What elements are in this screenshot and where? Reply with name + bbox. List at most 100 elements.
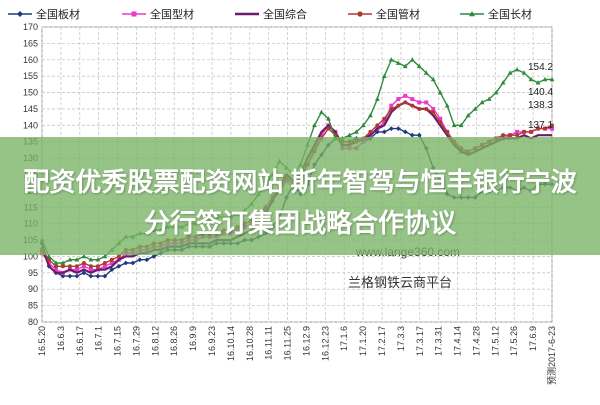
data-point [81,261,86,265]
data-point [521,70,527,75]
y-tick-label: 165 [23,38,38,48]
x-tick-label: 16.7.1 [94,326,104,351]
data-point [402,129,408,135]
y-tick-label: 150 [23,88,38,98]
data-point [431,106,436,111]
data-point [46,253,52,259]
data-point [382,120,387,125]
data-point [472,106,478,111]
data-point [81,270,87,276]
data-point [151,254,157,259]
x-tick-label: 17.3.31 [434,326,444,356]
x-tick-label: 16.8.26 [169,326,179,356]
y-tick-label: 95 [28,268,38,278]
legend-item-4: 全国管材 [348,7,420,21]
data-point [46,257,51,262]
data-point [53,260,59,265]
data-point [388,126,394,132]
x-tick-label: 16.7.29 [131,326,141,356]
data-point [403,93,408,98]
data-point [95,257,101,262]
banner-headline-line-2: 分行签订集团战略合作协议 [143,208,456,238]
x-tick-label: 16.6.17 [75,326,85,356]
data-point [74,264,79,269]
x-tick-label: 16.12.23 [320,326,330,361]
data-point [81,264,86,269]
data-point [465,112,471,118]
data-point [430,76,436,82]
data-point [416,132,422,138]
y-tick-label: 140 [23,120,38,130]
x-tick-label: 17.4.14 [453,326,463,356]
data-point [529,129,534,134]
data-point [438,120,443,125]
y-tick-label: 100 [23,251,38,261]
data-point [367,112,373,118]
data-point [102,253,108,259]
y-tick-label: 155 [23,71,38,81]
data-point [88,267,93,272]
data-point [410,103,415,108]
data-point [549,76,555,82]
x-tick-label: 17.2.17 [377,326,387,356]
data-point [326,116,331,121]
data-point [515,133,520,138]
x-tick-label: 17.1.6 [339,326,349,351]
data-point [458,122,464,128]
data-point [417,106,422,111]
data-point [535,80,541,85]
data-point [375,123,380,128]
data-point [144,257,150,263]
data-point [410,97,415,102]
data-point [437,89,443,95]
data-point [389,103,394,108]
end-value-label: 140.4 [528,87,553,98]
data-point [116,263,122,269]
data-point [374,96,380,101]
end-labels: 154.2 140.4 138.3 137.1 [528,62,553,131]
data-point [424,106,429,111]
data-point [95,264,100,269]
data-point [395,60,401,65]
data-point [514,67,520,72]
data-point [374,129,380,135]
legend-label: 全国管材 [376,7,420,21]
x-tick-label: 16.9.9 [188,326,198,351]
x-tick-label: 16.7.15 [113,326,123,356]
data-point [409,57,415,62]
data-point [360,122,366,128]
data-point [515,129,520,134]
data-point [102,261,107,265]
data-point [109,261,114,265]
data-point [424,100,429,105]
data-point [326,126,331,131]
x-tick-label: 17.5.26 [509,326,519,356]
data-point [388,57,394,62]
data-point [81,253,87,259]
data-point [416,63,422,69]
x-tick-label: 17.5.12 [490,326,500,356]
data-point [550,126,554,131]
x-tick-label: 16.9.23 [207,326,217,356]
data-point [53,264,58,269]
x-tick-label: 17.4.28 [471,326,481,356]
data-point [60,264,65,269]
data-point [60,260,66,265]
data-point [522,129,527,134]
x-tick-label: 16.10.14 [226,326,236,361]
data-point [417,100,422,105]
data-point [60,273,66,279]
data-point [508,133,513,138]
legend: 全国板材 全国型材 全国综合 全国管材 全国长材 [8,7,532,21]
data-point [423,70,429,75]
data-point [500,80,506,85]
data-point [536,126,541,131]
x-tick-label: 17.3.17 [415,326,425,356]
data-point [319,133,324,138]
banner-headline-line-1: 配资优秀股票配资网站 斯年智驾与恒丰银行宁波 [23,167,577,197]
x-tick-label: 16.8.12 [150,326,160,356]
y-tick-label: 145 [23,104,38,114]
legend-label: 全国板材 [36,7,80,21]
x-tick-label: 预测2017-6-23 [547,326,557,385]
